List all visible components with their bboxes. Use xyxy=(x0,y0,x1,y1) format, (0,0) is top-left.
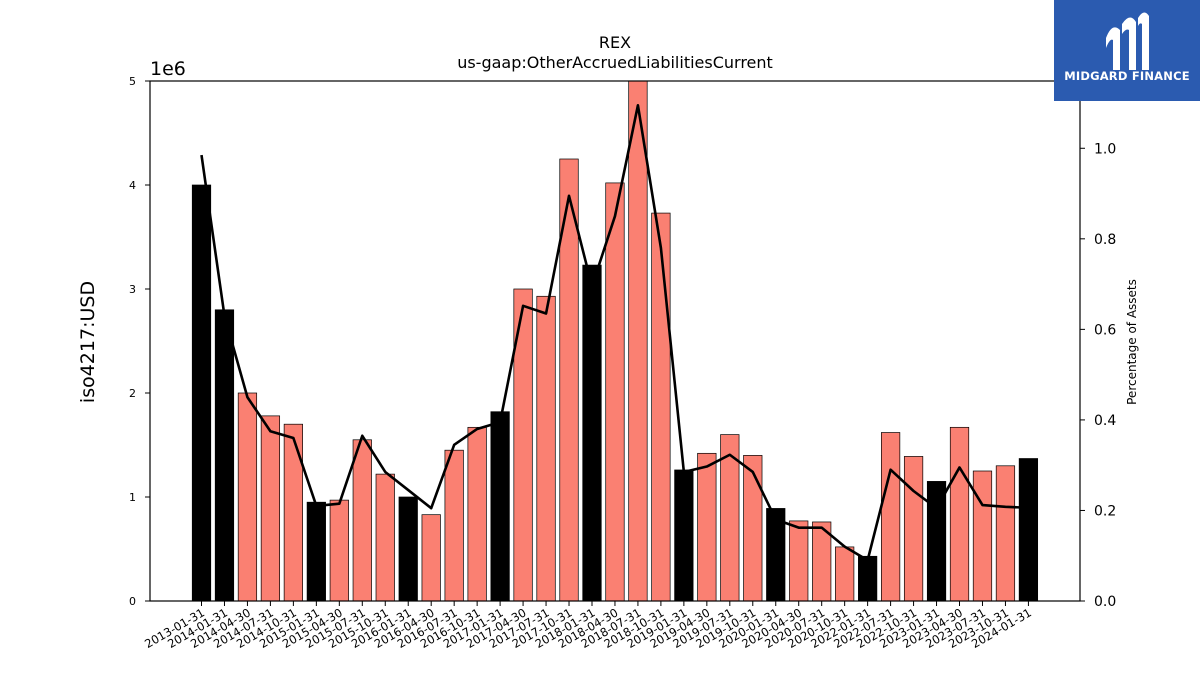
bar xyxy=(375,473,395,602)
y2-tick-label: 0.8 xyxy=(1094,232,1116,248)
bar xyxy=(582,264,602,602)
y-scale-label: 1e6 xyxy=(150,58,186,80)
logo-mark-icon xyxy=(1106,12,1149,71)
bars-group xyxy=(191,80,1039,602)
bar xyxy=(995,465,1016,602)
bar xyxy=(444,449,464,602)
bar xyxy=(697,452,717,602)
y-axis-label: iso4217:USD xyxy=(77,281,99,403)
bar xyxy=(972,470,993,602)
bar xyxy=(743,455,763,602)
y2-tick-label: 0.0 xyxy=(1094,594,1116,610)
y2-tick-label: 1.0 xyxy=(1094,141,1116,157)
bar xyxy=(490,411,510,602)
bar xyxy=(1018,458,1039,602)
chart-title: REX xyxy=(599,33,631,52)
bar xyxy=(191,184,212,602)
bar xyxy=(329,499,349,602)
logo-text: MIDGARD FINANCE xyxy=(1064,69,1190,83)
bar xyxy=(283,423,303,602)
bar xyxy=(858,555,878,602)
bar xyxy=(674,469,694,602)
y-tick-label: 4 xyxy=(129,179,136,192)
bar xyxy=(605,182,625,602)
bar xyxy=(880,432,901,602)
y-tick-label: 0 xyxy=(129,595,136,608)
bar xyxy=(949,426,970,602)
y-tick-label: 2 xyxy=(129,387,136,400)
midgard-finance-logo: MIDGARD FINANCE xyxy=(1054,0,1200,101)
y2-tick-label: 0.2 xyxy=(1094,503,1116,519)
chart-subtitle: us-gaap:OtherAccruedLiabilitiesCurrent xyxy=(457,53,773,72)
bar xyxy=(306,501,326,602)
bar xyxy=(903,456,924,602)
bar xyxy=(352,439,372,602)
y-tick-label: 5 xyxy=(129,75,136,88)
bar xyxy=(536,295,556,602)
bar xyxy=(421,514,441,602)
bar xyxy=(467,426,487,602)
y-tick-label: 1 xyxy=(129,491,136,504)
percentage-line xyxy=(200,103,1029,562)
bar xyxy=(628,80,648,602)
bar xyxy=(237,392,258,602)
line-series-group xyxy=(200,103,1029,562)
bar xyxy=(260,415,281,602)
bar xyxy=(651,212,671,602)
y2-tick-label: 0.6 xyxy=(1094,322,1116,338)
y2-tick-label: 0.4 xyxy=(1094,413,1116,429)
bar xyxy=(214,309,235,602)
bar xyxy=(835,546,855,602)
bar xyxy=(789,520,809,602)
axes-group: 0123450.00.20.40.60.81.02013-01-312014-0… xyxy=(129,75,1116,651)
bar xyxy=(398,496,418,602)
y2-axis-label: Percentage of Assets xyxy=(1125,279,1139,405)
y-tick-label: 3 xyxy=(129,283,136,296)
